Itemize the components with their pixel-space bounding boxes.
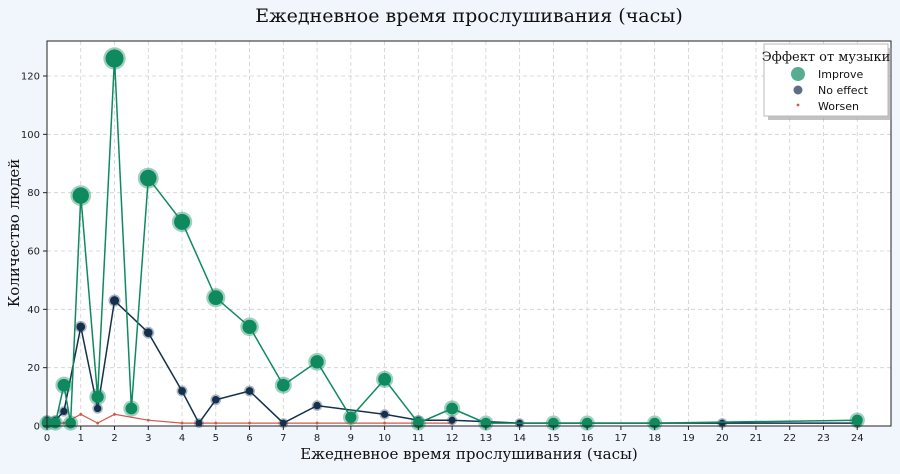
x-tick-label: 2	[111, 433, 117, 444]
data-point-improve	[125, 402, 138, 415]
data-point-worsen	[214, 421, 218, 425]
data-point-improve	[851, 414, 863, 426]
data-point-no-effect	[212, 395, 220, 404]
x-tick-label: 9	[348, 433, 354, 444]
data-point-worsen	[315, 421, 319, 425]
x-tick-label: 23	[817, 433, 830, 444]
x-tick-label: 19	[682, 433, 695, 444]
x-tick-label: 6	[246, 433, 252, 444]
data-point-no-effect	[93, 404, 102, 413]
data-point-no-effect	[448, 416, 456, 424]
x-tick-label: 11	[412, 433, 425, 444]
data-point-worsen	[79, 412, 83, 416]
data-point-no-effect	[279, 419, 287, 427]
y-tick-label: 20	[27, 363, 40, 374]
data-point-improve	[276, 378, 290, 392]
y-axis-label: Количество людей	[5, 159, 23, 308]
x-tick-label: 7	[280, 433, 286, 444]
data-point-improve	[65, 417, 76, 429]
data-point-improve	[378, 372, 392, 386]
data-point-no-effect	[195, 419, 203, 427]
x-tick-label: 10	[378, 433, 391, 444]
x-tick-label: 20	[716, 433, 729, 444]
data-point-worsen	[146, 418, 150, 422]
y-tick-label: 120	[21, 72, 40, 83]
x-tick-label: 0	[44, 433, 50, 444]
data-point-worsen	[383, 421, 386, 425]
x-tick-label: 15	[547, 433, 560, 444]
x-axis-ticks: 0 1 2 3 4 5 6 7 8 9 10 11 12 13 14 15 16 17 18 19 20 21 22 23 24	[44, 426, 864, 444]
data-point-no-effect	[718, 419, 726, 427]
y-axis-ticks: 0 20 40 60 80 100 120	[21, 72, 47, 433]
x-tick-label: 24	[851, 433, 864, 444]
data-point-improve	[345, 411, 357, 423]
x-tick-label: 21	[750, 433, 763, 444]
data-point-no-effect	[143, 328, 153, 337]
x-tick-label: 16	[581, 433, 594, 444]
legend-box	[763, 43, 889, 117]
x-tick-label: 12	[446, 433, 459, 444]
x-tick-label: 18	[648, 433, 661, 444]
data-point-improve	[105, 49, 124, 68]
y-tick-label: 80	[27, 188, 40, 199]
y-tick-label: 100	[21, 130, 40, 141]
legend-label-improve: Improve	[818, 68, 863, 81]
legend: Эффект от музыки Improve No effect Worse…	[762, 43, 892, 120]
data-point-improve	[242, 319, 257, 334]
data-point-worsen	[180, 421, 184, 425]
data-point-improve	[57, 378, 71, 392]
data-point-improve	[72, 187, 89, 204]
legend-marker-worsen	[796, 103, 800, 107]
data-point-no-effect	[381, 410, 389, 418]
x-tick-label: 17	[615, 433, 628, 444]
data-point-improve	[174, 213, 191, 230]
x-tick-label: 4	[179, 433, 185, 444]
data-point-no-effect	[60, 407, 68, 416]
data-point-worsen	[62, 421, 66, 425]
legend-marker-improve	[791, 67, 805, 81]
plot-frame	[46, 40, 892, 427]
x-tick-label: 5	[213, 433, 219, 444]
x-tick-label: 14	[513, 433, 526, 444]
data-point-worsen	[113, 412, 116, 416]
y-tick-label: 60	[27, 247, 40, 258]
data-point-no-effect	[245, 387, 254, 395]
data-point-improve	[91, 390, 104, 403]
legend-label-worsen: Worsen	[818, 100, 859, 113]
chart-title: Ежедневное время прослушивания (часы)	[255, 5, 683, 27]
data-point-improve	[50, 417, 61, 429]
data-point-improve	[208, 290, 224, 306]
legend-title: Эффект от музыки	[762, 50, 891, 65]
x-tick-label: 3	[145, 433, 151, 444]
x-tick-label: 8	[314, 433, 320, 444]
y-tick-label: 0	[34, 422, 40, 433]
data-point-improve	[139, 169, 157, 187]
data-point-no-effect	[313, 401, 321, 410]
y-tick-label: 40	[27, 305, 40, 316]
data-point-worsen	[96, 421, 100, 425]
data-point-worsen	[248, 421, 251, 425]
legend-marker-no-effect	[793, 85, 803, 95]
x-axis-label: Ежедневное время прослушивания (часы)	[300, 445, 638, 463]
data-point-improve	[310, 355, 324, 369]
data-point-no-effect	[110, 296, 120, 306]
legend-label-no-effect: No effect	[818, 84, 869, 97]
x-tick-label: 1	[78, 433, 84, 444]
x-tick-label: 22	[783, 433, 796, 444]
data-point-no-effect	[76, 322, 86, 332]
x-tick-label: 13	[480, 433, 493, 444]
data-point-no-effect	[178, 387, 186, 395]
data-point-improve	[446, 402, 458, 415]
